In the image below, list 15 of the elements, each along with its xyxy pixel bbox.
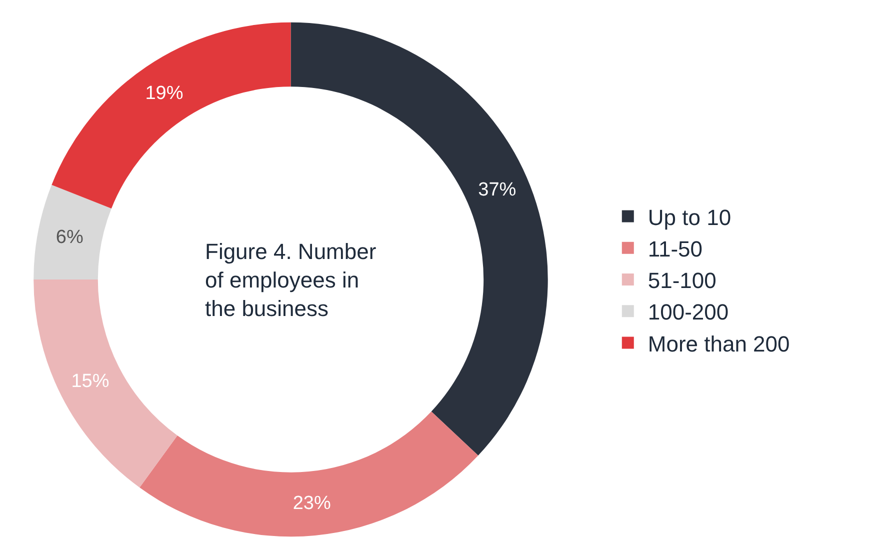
data-label: 15% bbox=[71, 371, 110, 392]
donut-slice bbox=[34, 280, 178, 488]
donut-slice bbox=[34, 184, 112, 280]
legend-label: 51-100 bbox=[648, 268, 716, 294]
data-label: 37% bbox=[478, 180, 516, 201]
donut-slice bbox=[140, 412, 478, 537]
legend-label: 11-50 bbox=[648, 236, 703, 262]
data-label: 23% bbox=[292, 493, 331, 514]
data-label: 19% bbox=[145, 82, 184, 104]
donut-slice bbox=[52, 22, 291, 209]
legend-label: Up to 10 bbox=[648, 204, 732, 230]
data-label: 6% bbox=[56, 226, 84, 248]
legend-label: 100-200 bbox=[648, 300, 729, 325]
text: Figure 4. Number of employees in the business bbox=[205, 239, 376, 322]
legend-label: More than 200 bbox=[648, 331, 790, 356]
